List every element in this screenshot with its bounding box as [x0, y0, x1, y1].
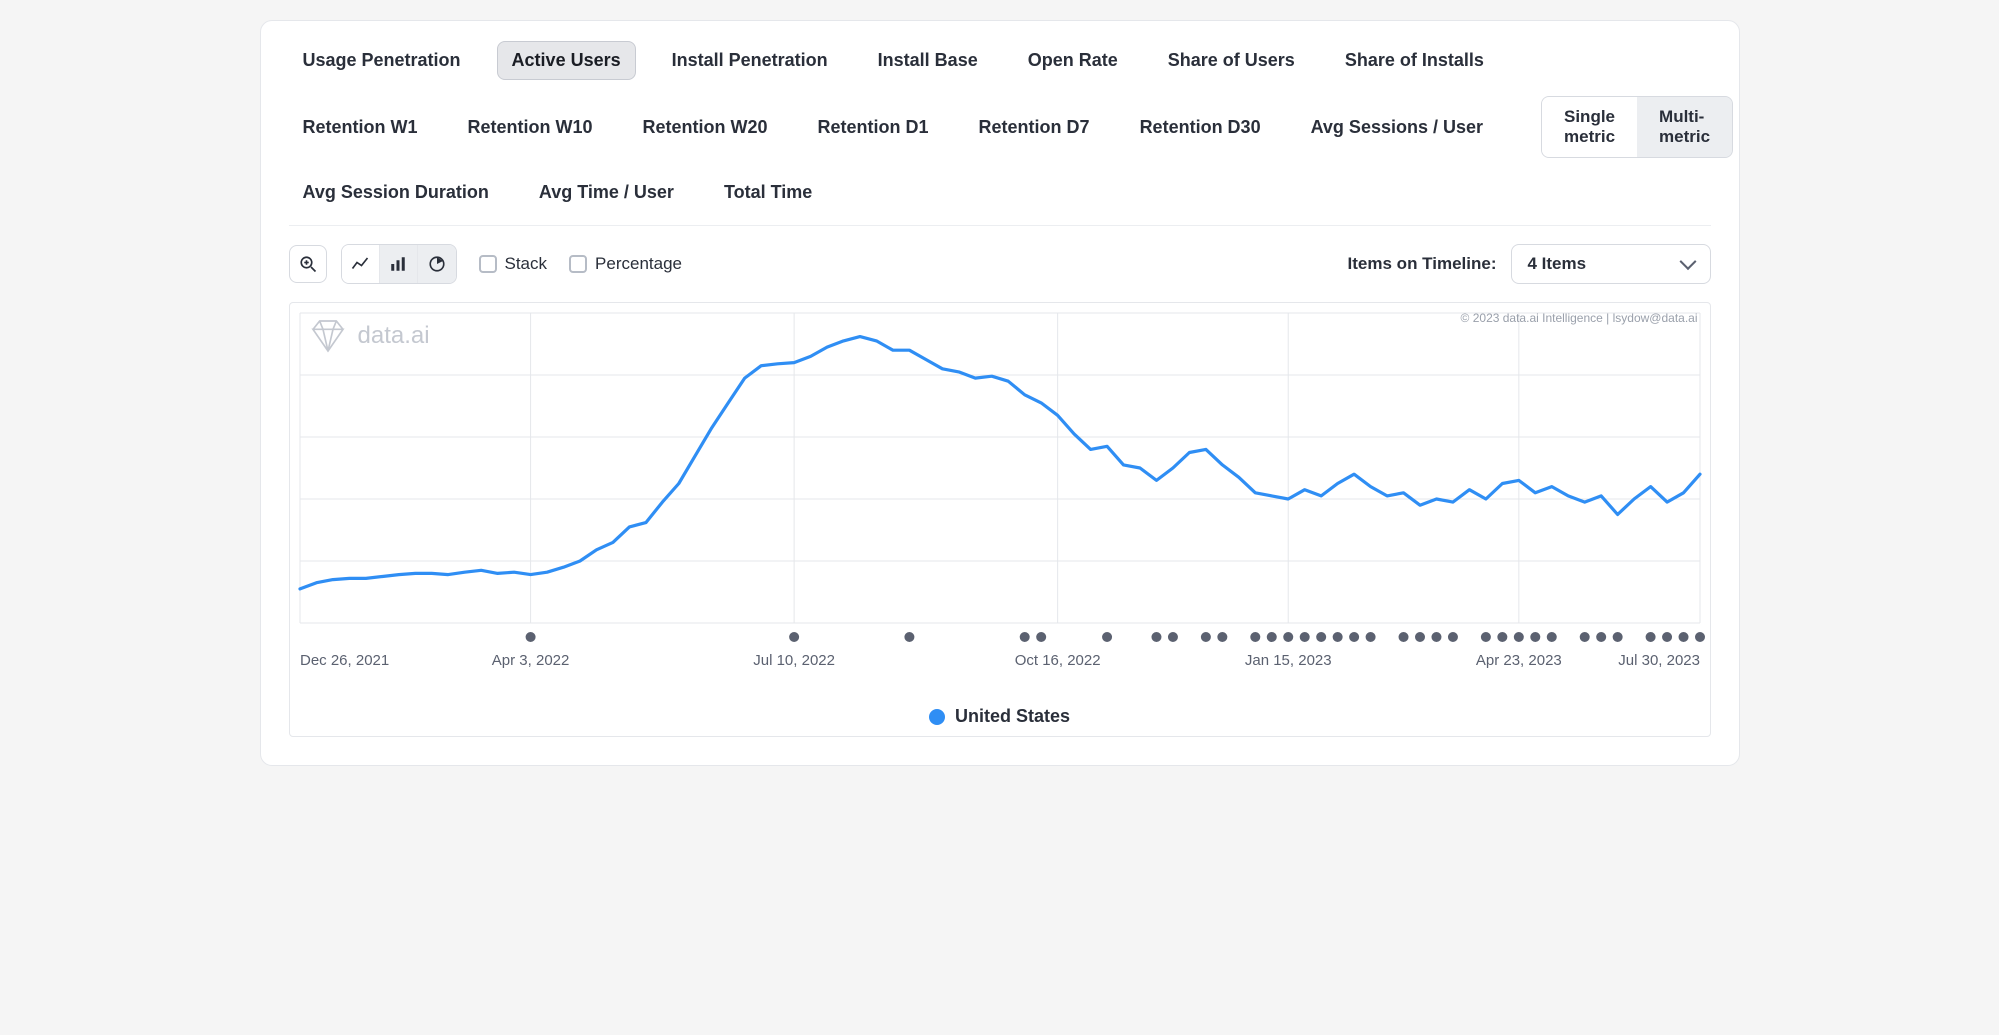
bar-chart-button[interactable] — [380, 245, 418, 283]
metric-tab[interactable]: Retention W10 — [454, 109, 607, 146]
pie-chart-button[interactable] — [418, 245, 456, 283]
zoom-button[interactable] — [289, 245, 327, 283]
metric-tab[interactable]: Active Users — [497, 41, 636, 80]
single-metric-button[interactable]: Single metric — [1542, 97, 1637, 157]
metric-tab[interactable]: Total Time — [710, 174, 826, 211]
legend-label: United States — [955, 706, 1070, 727]
checkbox-icon — [479, 255, 497, 273]
svg-text:Apr 23, 2023: Apr 23, 2023 — [1475, 652, 1561, 669]
percentage-checkbox[interactable]: Percentage — [569, 254, 682, 274]
checkbox-icon — [569, 255, 587, 273]
multi-metric-button[interactable]: Multi-metric — [1637, 97, 1732, 157]
analytics-panel: Usage Penetration Active Users Install Pen… — [260, 20, 1740, 766]
metric-tab[interactable]: Retention D1 — [804, 109, 943, 146]
watermark: data.ai — [308, 319, 430, 353]
metric-tab[interactable]: Avg Sessions / User — [1297, 109, 1497, 146]
metric-tab[interactable]: Avg Session Duration — [289, 174, 503, 211]
timeline-label: Items on Timeline: — [1348, 254, 1497, 274]
metric-tabs: Usage Penetration Active Users Install Pen… — [289, 41, 1711, 226]
line-chart-icon — [351, 255, 369, 273]
line-chart-button[interactable] — [342, 245, 380, 283]
metric-tab[interactable]: Usage Penetration — [289, 42, 475, 79]
magnifier-plus-icon — [299, 255, 317, 273]
mode-toggle: Single metric Multi-metric — [1541, 96, 1733, 158]
metric-tab[interactable]: Retention D30 — [1126, 109, 1275, 146]
chart-type-group — [341, 244, 457, 284]
line-chart: Dec 26, 2021 Apr 3, 2022 Jul 10, 2022 Oct 1… — [290, 303, 1710, 683]
timeline-items-select[interactable]: 4 Items — [1511, 244, 1711, 284]
chart-toolbar: Stack Percentage Items on Timeline: 4 It… — [289, 226, 1711, 292]
svg-text:Apr 3, 2022: Apr 3, 2022 — [491, 652, 569, 669]
chart-legend: United States — [290, 688, 1710, 736]
svg-text:Dec 26, 2021: Dec 26, 2021 — [300, 652, 389, 669]
chart-container: data.ai © 2023 data.ai Intelligence | ls… — [289, 302, 1711, 737]
bar-chart-icon — [389, 255, 407, 273]
svg-text:Jan 15, 2023: Jan 15, 2023 — [1244, 652, 1331, 669]
diamond-icon — [308, 319, 348, 353]
metric-tab[interactable]: Open Rate — [1014, 42, 1132, 79]
metric-tab[interactable]: Retention W1 — [289, 109, 432, 146]
percentage-label: Percentage — [595, 254, 682, 274]
metric-tab[interactable]: Retention D7 — [965, 109, 1104, 146]
stack-checkbox[interactable]: Stack — [479, 254, 548, 274]
pie-chart-icon — [428, 255, 446, 273]
watermark-text: data.ai — [358, 322, 430, 350]
metric-tab[interactable]: Install Base — [864, 42, 992, 79]
svg-text:Jul 30, 2023: Jul 30, 2023 — [1618, 652, 1700, 669]
metric-tab[interactable]: Retention W20 — [629, 109, 782, 146]
svg-text:Jul 10, 2022: Jul 10, 2022 — [753, 652, 835, 669]
copyright-text: © 2023 data.ai Intelligence | lsydow@dat… — [1461, 311, 1698, 325]
svg-text:Oct 16, 2022: Oct 16, 2022 — [1014, 652, 1100, 669]
legend-dot-icon — [929, 709, 945, 725]
metric-tab[interactable]: Share of Installs — [1331, 42, 1498, 79]
metric-tab[interactable]: Install Penetration — [658, 42, 842, 79]
legend-item[interactable]: United States — [929, 706, 1070, 727]
metric-tab[interactable]: Avg Time / User — [525, 174, 688, 211]
metric-tab[interactable]: Share of Users — [1154, 42, 1309, 79]
stack-label: Stack — [505, 254, 548, 274]
